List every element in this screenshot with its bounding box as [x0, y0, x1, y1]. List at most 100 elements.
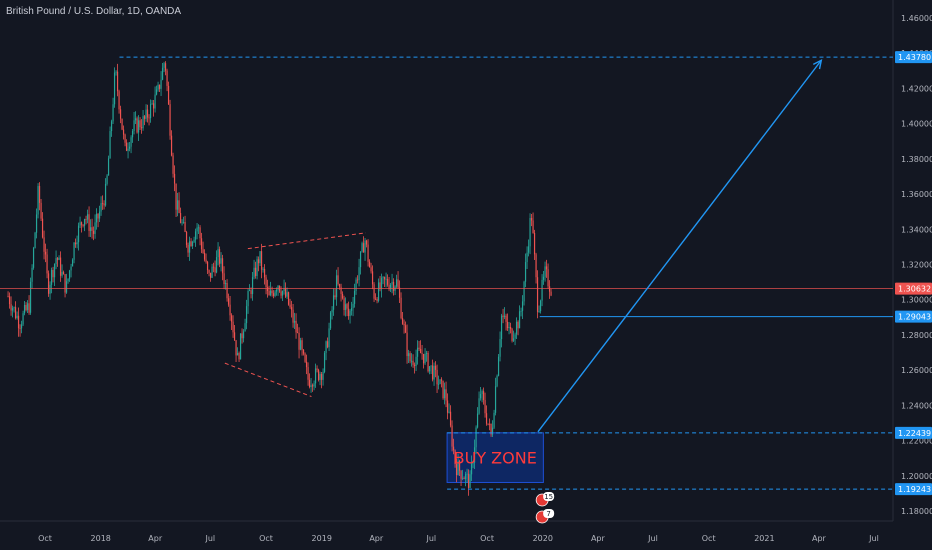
candle-body: [164, 63, 167, 71]
candle-body: [77, 225, 80, 243]
candle-body: [317, 369, 320, 380]
price-tick-label: 1.22000: [901, 437, 932, 446]
candle-body: [169, 104, 171, 136]
candle-body: [17, 315, 20, 329]
candle-body: [115, 71, 117, 73]
time-tick-label: Apr: [148, 534, 163, 543]
candle-body: [179, 213, 182, 223]
candle-body: [359, 251, 362, 268]
candle-body: [430, 365, 432, 367]
candle-body: [344, 304, 347, 311]
level-label-badge: [895, 310, 932, 323]
candle-body: [305, 361, 308, 368]
candle-body: [200, 238, 203, 250]
price-tick-label: 1.28000: [901, 331, 932, 340]
candle-body: [491, 427, 494, 435]
time-tick-label: Jul: [204, 534, 215, 543]
candle-body: [325, 341, 327, 353]
candle-body: [436, 369, 438, 385]
candle-body: [515, 321, 518, 335]
candle-body: [448, 411, 450, 413]
price-tick-label: 1.32000: [901, 261, 932, 270]
candle-body: [481, 391, 483, 395]
candle-body: [298, 332, 300, 350]
candle-body: [214, 267, 216, 273]
candle-body: [469, 474, 471, 488]
candle-body: [398, 287, 401, 298]
candle-body: [355, 279, 357, 291]
candle-body: [314, 368, 317, 384]
candle-body: [244, 323, 246, 332]
candle-body: [82, 224, 84, 226]
candle-body: [499, 339, 501, 357]
candle-body: [262, 269, 264, 270]
candle-body: [544, 266, 546, 277]
candle-body: [335, 275, 338, 298]
candle-body: [299, 340, 302, 350]
candle-body: [389, 284, 392, 290]
candle-body: [209, 272, 212, 278]
candle-body: [307, 367, 309, 380]
candle-body: [98, 211, 101, 219]
candle-body: [199, 227, 201, 239]
candle-body: [196, 227, 198, 232]
candle-body: [46, 254, 48, 274]
candle-body: [230, 315, 233, 322]
candle-body: [251, 277, 254, 294]
level-label-badge: [895, 51, 932, 64]
time-tick-label: Apr: [812, 534, 827, 543]
candle-body: [514, 334, 516, 339]
candle-body: [350, 308, 353, 311]
candle-body: [332, 295, 335, 310]
candle-body: [194, 231, 197, 240]
trendline: [224, 362, 312, 398]
candle-body: [25, 304, 27, 310]
candle-body: [526, 252, 528, 263]
candle-body: [425, 352, 428, 354]
candle-body: [74, 242, 77, 245]
candle-body: [116, 71, 119, 92]
candle-body: [358, 267, 360, 280]
candle-body: [277, 285, 279, 290]
candle-body: [440, 379, 443, 381]
candle-body: [227, 298, 230, 305]
candle-body: [370, 267, 372, 272]
candle-body: [202, 249, 204, 253]
candle-body: [466, 473, 468, 475]
candle-body: [184, 222, 186, 232]
candle-body: [88, 214, 90, 231]
candle-body: [181, 222, 183, 224]
candle-body: [502, 315, 504, 317]
candle-body: [415, 356, 417, 366]
candle-body: [229, 304, 231, 316]
candle-body: [92, 230, 95, 234]
level-label: 1.22439: [898, 429, 931, 438]
candle-body: [286, 292, 288, 297]
candle-body: [65, 281, 68, 293]
candle-body: [274, 291, 276, 296]
candle-body: [542, 276, 545, 280]
candle-body: [302, 349, 305, 354]
candle-body: [367, 244, 369, 262]
candle-body: [409, 353, 411, 362]
candle-body: [287, 292, 290, 305]
candle-body: [16, 315, 18, 319]
candle-body: [185, 231, 188, 245]
candle-body: [421, 353, 423, 354]
candle-body: [334, 295, 336, 298]
candle-body: [59, 257, 62, 276]
trendline: [247, 232, 367, 250]
candle-body: [380, 277, 383, 289]
candle-body: [131, 130, 134, 138]
candle-body: [154, 94, 156, 109]
candle-body: [290, 307, 293, 310]
candle-body: [467, 473, 470, 488]
candle-body: [106, 175, 108, 184]
candle-body: [104, 183, 107, 206]
candle-body: [146, 109, 149, 118]
candle-body: [403, 323, 405, 326]
candle-body: [149, 104, 152, 119]
candle-body: [268, 291, 270, 296]
candle-body: [463, 478, 465, 480]
